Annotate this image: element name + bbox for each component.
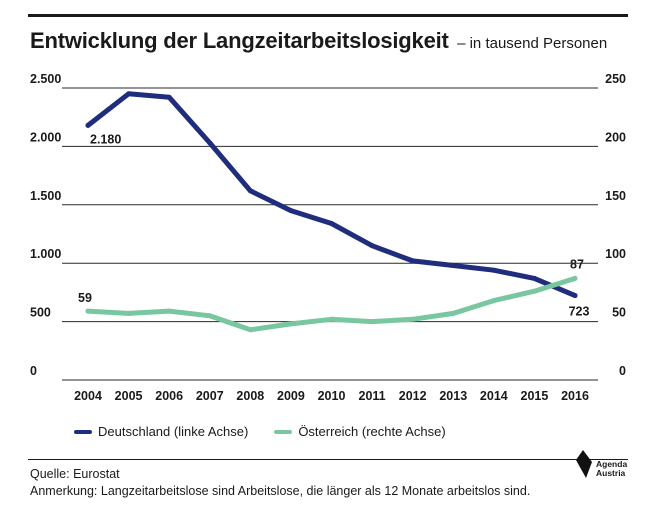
footer-rule: [28, 459, 628, 460]
logo-line-2: Austria: [596, 468, 626, 478]
data-label: 87: [570, 257, 584, 271]
x-tick-label: 2008: [236, 389, 264, 403]
left-tick-label: 1.000: [30, 247, 61, 261]
series-line-oesterreich-point: [247, 327, 253, 333]
chart-header: Entwicklung der Langzeitarbeitslosigkeit…: [30, 28, 607, 54]
x-axis: 2004 2005 2006 2007 2008 2009 2010 2011 2012 2013…: [74, 389, 589, 403]
series-line-oesterreich-point: [126, 310, 132, 316]
series-line-oesterreich-point: [572, 275, 578, 281]
chart-footer: Quelle: Eurostat Anmerkung: Langzeitarbe…: [30, 466, 530, 500]
legend-swatch-oesterreich: [274, 429, 293, 434]
series-line-oesterreich-point: [329, 316, 334, 322]
left-tick-label: 1.500: [30, 189, 61, 203]
legend-item-deutschland: Deutschland (linke Achse): [74, 424, 248, 439]
right-tick-label: 200: [605, 130, 626, 144]
chart-legend: Deutschland (linke Achse) Österreich (re…: [74, 424, 446, 439]
data-annotations: 2.180 723 59 87: [78, 132, 589, 318]
left-tick-label: 2.500: [30, 72, 61, 86]
line-chart: 0 500 1.000 1.500 2.000 2.500 0 50 100 150 200 250…: [30, 72, 626, 403]
series-line-oesterreich-point: [491, 298, 497, 304]
series-line-deutschland-point: [491, 267, 497, 273]
chart-subtitle: – in tausend Personen: [457, 35, 608, 52]
left-tick-label: 0: [30, 364, 37, 378]
series-line-oesterreich-point: [369, 319, 375, 325]
source-note: Quelle: Eurostat: [30, 467, 120, 481]
series-line-deutschland-point: [369, 243, 375, 249]
series-line-oesterreich-point: [410, 316, 416, 322]
series-line-deutschland: [85, 91, 578, 299]
series-line-oesterreich-point: [531, 288, 537, 294]
series-line-deutschland-point: [126, 91, 132, 97]
remark-note: Anmerkung: Langzeitarbeitslose sind Arbe…: [30, 484, 531, 498]
agenda-austria-logo: Agenda Austria: [574, 448, 634, 488]
series-lines: [85, 91, 578, 333]
series-line-deutschland-point: [450, 263, 456, 269]
right-tick-label: 150: [605, 189, 626, 203]
logo-line-1: Agenda: [596, 459, 628, 469]
series-line-deutschland-point: [572, 293, 578, 299]
left-tick-label: 2.000: [30, 130, 61, 144]
legend-item-oesterreich: Österreich (rechte Achse): [274, 424, 446, 439]
left-tick-label: 500: [30, 306, 51, 320]
data-label: 2.180: [90, 132, 121, 146]
chart-title: Entwicklung der Langzeitarbeitslosigkeit: [30, 28, 449, 53]
x-tick-label: 2014: [480, 389, 508, 403]
gridlines: [62, 87, 598, 381]
x-tick-label: 2015: [521, 389, 549, 403]
x-tick-label: 2012: [399, 389, 427, 403]
x-tick-label: 2005: [115, 389, 143, 403]
legend-swatch-deutschland: [74, 429, 92, 434]
x-tick-label: 2013: [439, 389, 467, 403]
right-axis: 0 50 100 150 200 250: [605, 72, 626, 378]
series-line-oesterreich-point: [85, 308, 91, 314]
x-tick-label: 2004: [74, 389, 102, 403]
series-line-oesterreich-point: [450, 310, 456, 316]
logo-text: Agenda Austria: [596, 460, 627, 478]
top-rule: [28, 14, 628, 17]
series-line-deutschland-point: [410, 258, 416, 264]
series-line-deutschland-point: [166, 94, 172, 100]
x-tick-label: 2010: [318, 389, 346, 403]
left-axis: 0 500 1.000 1.500 2.000 2.500: [30, 72, 61, 378]
series-line-deutschland-point: [329, 220, 334, 226]
x-tick-label: 2007: [196, 389, 224, 403]
series-line-deutschland-point: [288, 208, 294, 214]
legend-label-deutschland: Deutschland (linke Achse): [98, 424, 249, 439]
x-tick-label: 2016: [561, 389, 589, 403]
series-line-oesterreich-point: [288, 321, 294, 327]
right-tick-label: 250: [605, 72, 626, 86]
data-label: 723: [569, 305, 590, 319]
right-tick-label: 50: [612, 306, 626, 320]
series-line-deutschland-point: [207, 140, 213, 146]
x-tick-label: 2006: [155, 389, 183, 403]
series-line-oesterreich-point: [207, 313, 213, 319]
legend-label-oesterreich: Österreich (rechte Achse): [298, 424, 446, 439]
series-line-deutschland-point: [531, 275, 537, 281]
logo-mark-icon: [576, 450, 592, 478]
series-line-deutschland-point: [85, 122, 91, 128]
x-tick-label: 2011: [359, 389, 386, 403]
right-tick-label: 0: [619, 364, 626, 378]
series-line-oesterreich-point: [166, 308, 172, 314]
x-tick-label: 2009: [277, 389, 305, 403]
data-label: 59: [78, 291, 92, 305]
series-line-deutschland-point: [247, 188, 253, 194]
right-tick-label: 100: [605, 247, 626, 261]
